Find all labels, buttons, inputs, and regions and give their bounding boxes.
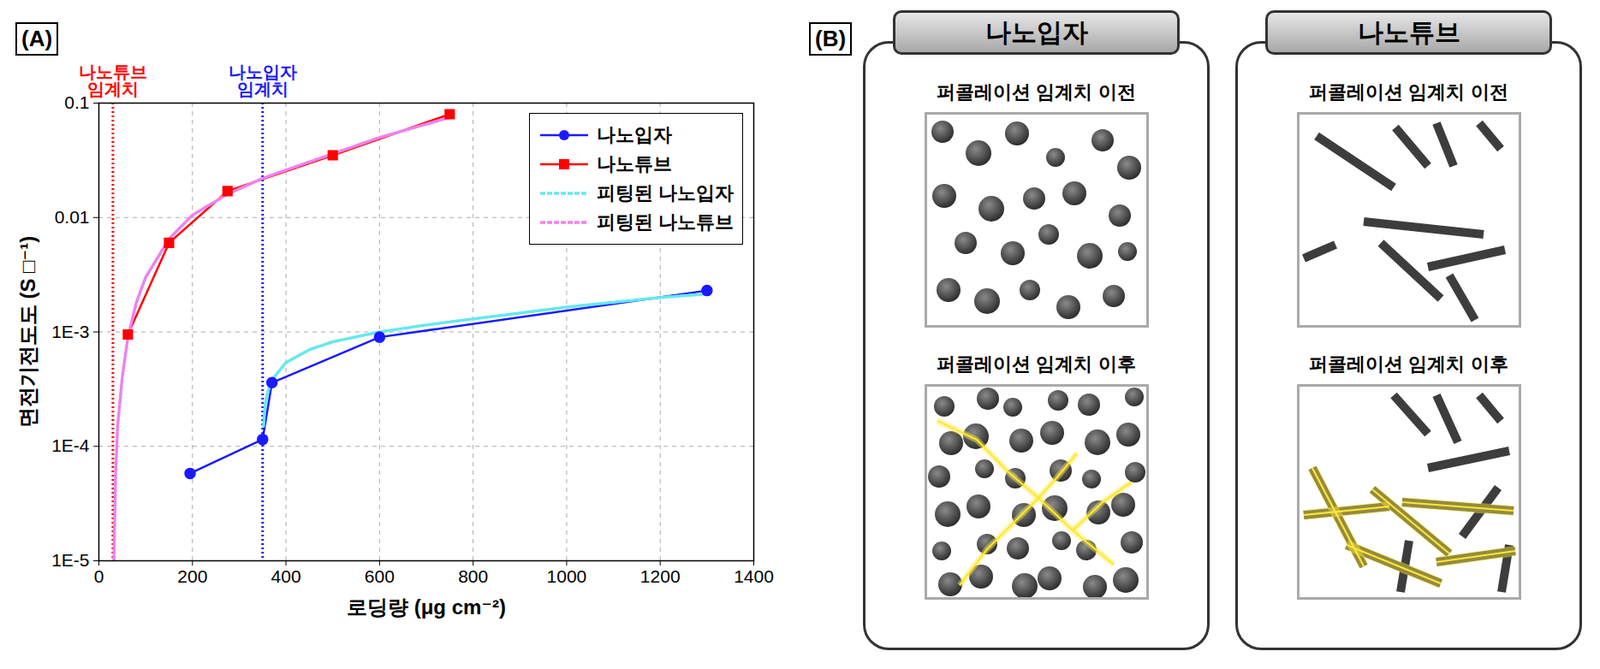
html-text:퍼콜레이션 임계치 이후: 퍼콜레이션 임계치 이후 — [1309, 353, 1509, 375]
svg-text:1200: 1200 — [640, 566, 681, 587]
svg-text:나노입자임계치: 나노입자임계치 — [228, 62, 298, 99]
html-text:피팅된 나노튜브: 피팅된 나노튜브 — [596, 211, 734, 233]
svg-text:1E-4: 1E-4 — [51, 435, 90, 456]
svg-text:0.1: 0.1 — [64, 92, 90, 113]
svg-text:로딩량 (μg cm⁻²): 로딩량 (μg cm⁻²) — [346, 595, 506, 619]
html-text:나노입자: 나노입자 — [984, 17, 1088, 46]
html-text:피팅된 나노입자: 피팅된 나노입자 — [596, 182, 734, 204]
svg-text:800: 800 — [457, 566, 488, 587]
html-text:(A): (A) — [21, 25, 53, 52]
svg-text:1E-3: 1E-3 — [51, 321, 90, 342]
svg-text:600: 600 — [364, 566, 395, 587]
svg-text:면전기전도도 (S □⁻¹): 면전기전도도 (S □⁻¹) — [16, 236, 40, 429]
html-text:나노입자: 나노입자 — [596, 124, 672, 146]
svg-text:나노튜브임계치: 나노튜브임계치 — [78, 62, 148, 99]
svg-text:0: 0 — [94, 566, 105, 587]
svg-text:1000: 1000 — [547, 566, 588, 587]
html-text:퍼콜레이션 임계치 이후: 퍼콜레이션 임계치 이후 — [936, 353, 1136, 375]
html-text:(B): (B) — [814, 25, 846, 52]
svg-text:0.01: 0.01 — [54, 207, 90, 227]
html-text:나노튜브: 나노튜브 — [596, 153, 672, 175]
svg-text:400: 400 — [271, 566, 302, 587]
svg-text:1E-5: 1E-5 — [51, 550, 90, 571]
html-text:나노튜브: 나노튜브 — [1357, 17, 1461, 46]
html-text:퍼콜레이션 임계치 이전: 퍼콜레이션 임계치 이전 — [1309, 81, 1509, 103]
svg-text:1400: 1400 — [733, 566, 774, 587]
svg-text:200: 200 — [177, 566, 208, 587]
html-text:퍼콜레이션 임계치 이전: 퍼콜레이션 임계치 이전 — [936, 81, 1136, 103]
